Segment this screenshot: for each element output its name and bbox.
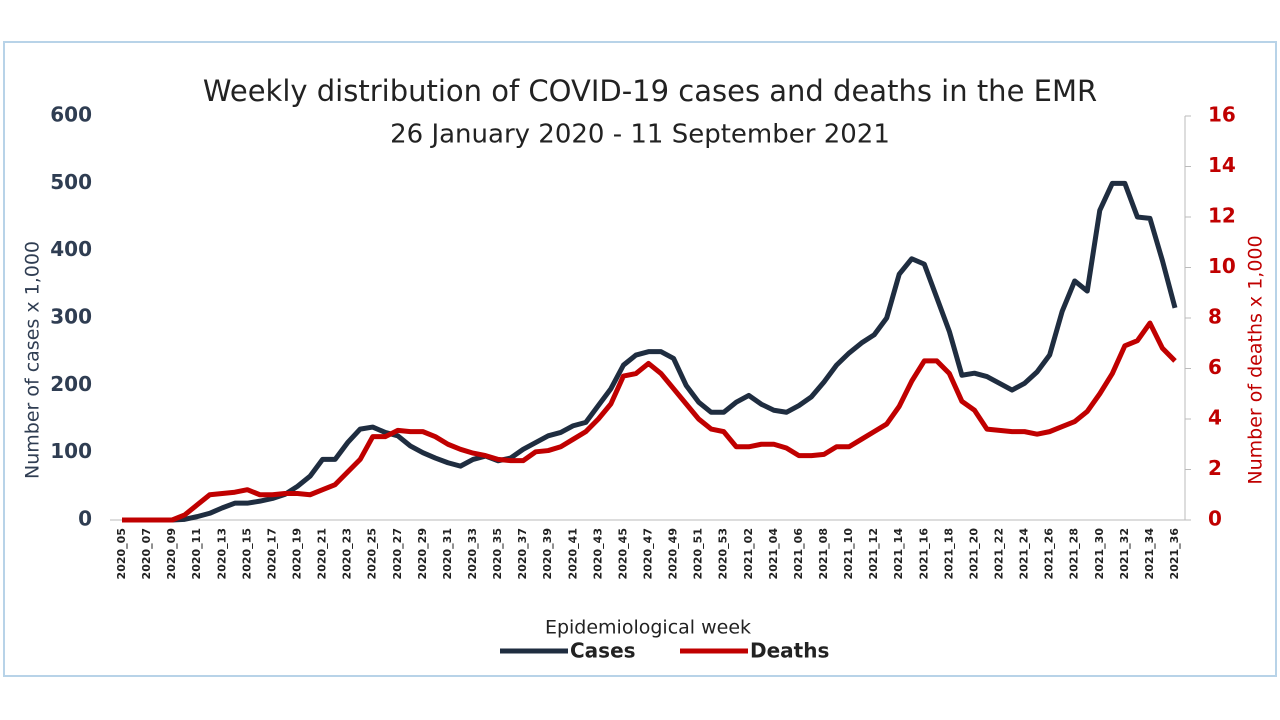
x-tick-label: 2020_31 [441, 528, 454, 579]
x-tick-label: 2021_36 [1168, 528, 1181, 580]
x-tick-label: 2020_47 [642, 528, 655, 579]
x-tick-label: 2021_28 [1068, 528, 1081, 579]
x-tick-label: 2021_26 [1043, 528, 1056, 580]
chart-subtitle: 26 January 2020 - 11 September 2021 [390, 120, 890, 150]
x-tick-label: 2020_17 [265, 528, 278, 579]
x-tick-label: 2021_20 [967, 528, 980, 580]
x-tick-label: 2021_32 [1118, 528, 1131, 579]
x-tick-label: 2020_29 [416, 528, 429, 579]
x-tick-label: 2020_43 [591, 528, 604, 579]
y-tick-label: 400 [50, 237, 92, 261]
y2-tick-label: 10 [1208, 254, 1236, 278]
x-tick-label: 2020_49 [667, 528, 680, 579]
x-tick-label: 2020_15 [240, 528, 253, 579]
x-tick-label: 2020_33 [466, 528, 479, 579]
x-tick-label: 2021_10 [842, 528, 855, 580]
x-axis-title: Epidemiological week [545, 617, 751, 639]
x-tick-label: 2021_02 [742, 528, 755, 579]
x-tick-label: 2020_21 [316, 528, 329, 579]
x-tick-label: 2020_09 [165, 528, 178, 579]
y-axis-title: Number of cases x 1,000 [22, 241, 44, 479]
x-tick-label: 2020_37 [516, 528, 529, 579]
x-tick-label: 2021_04 [767, 528, 780, 580]
y-tick-label: 500 [50, 170, 92, 194]
x-tick-label: 2021_24 [1018, 528, 1031, 580]
y-tick-label: 100 [50, 439, 92, 463]
x-tick-label: 2021_06 [792, 528, 805, 580]
x-tick-label: 2020_07 [140, 528, 153, 579]
chart-title: Weekly distribution of COVID-19 cases an… [203, 74, 1097, 108]
x-tick-label: 2020_51 [692, 528, 705, 579]
x-tick-label: 2020_39 [541, 528, 554, 579]
x-tick-label: 2020_23 [341, 528, 354, 579]
x-tick-label: 2020_27 [391, 528, 404, 579]
x-tick-label: 2021_30 [1093, 528, 1106, 580]
x-tick-label: 2020_13 [215, 528, 228, 579]
y2-tick-label: 14 [1208, 153, 1236, 177]
series-line [122, 320, 1177, 523]
y-tick-label: 0 [78, 507, 92, 531]
x-tick-label: 2021_22 [993, 528, 1006, 579]
x-tick-label: 2020_41 [566, 528, 579, 579]
x-tick-label: 2021_14 [892, 528, 905, 580]
x-tick-label: 2021_08 [817, 528, 830, 579]
frame [3, 41, 1277, 677]
x-tick-label: 2020_11 [190, 528, 203, 579]
y2-tick-label: 12 [1208, 204, 1236, 228]
x-tick-label: 2021_12 [867, 528, 880, 579]
x-tick-label: 2020_35 [491, 528, 504, 579]
x-tick-label: 2021_16 [917, 528, 930, 580]
y2-tick-label: 6 [1208, 355, 1222, 379]
x-tick-label: 2020_19 [291, 528, 304, 579]
y-tick-label: 200 [50, 372, 92, 396]
y2-axis-title: Number of deaths x 1,000 [1245, 235, 1267, 484]
y2-tick-label: 0 [1208, 507, 1222, 531]
y2-tick-label: 16 [1208, 103, 1236, 127]
x-tick-label: 2020_05 [115, 528, 128, 579]
y2-tick-label: 4 [1208, 406, 1222, 430]
x-tick-label: 2020_53 [717, 528, 730, 579]
y2-tick-label: 2 [1208, 456, 1222, 480]
y2-tick-label: 8 [1208, 305, 1222, 329]
series-line [122, 180, 1178, 523]
x-tick-label: 2021_18 [942, 528, 955, 579]
x-tick-label: 2021_34 [1143, 528, 1156, 580]
x-tick-label: 2020_25 [366, 528, 379, 579]
y-tick-label: 300 [50, 305, 92, 329]
y-tick-label: 600 [50, 103, 92, 127]
x-tick-label: 2020_45 [616, 528, 629, 579]
legend-label: Cases [570, 639, 636, 663]
legend-label: Deaths [750, 639, 829, 663]
